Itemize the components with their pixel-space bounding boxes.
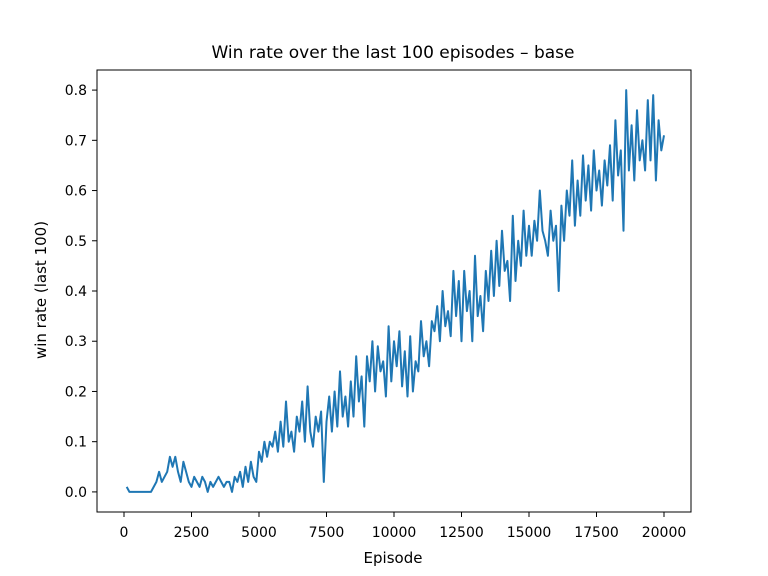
x-tick-label: 5000 xyxy=(241,525,277,541)
x-tick-label: 7500 xyxy=(309,525,345,541)
y-tick-label: 0.6 xyxy=(65,184,87,200)
plot-area xyxy=(125,89,665,493)
x-axis-ticks: 0 2500 5000 7500 10000 12500 15000 17500 20000 xyxy=(120,512,687,541)
y-axis-ticks: 0.0 0.1 0.2 0.3 0.4 0.5 0.6 0.7 0.8 xyxy=(65,83,97,501)
y-tick-label: 0.1 xyxy=(65,435,87,451)
y-tick-label: 0.8 xyxy=(65,83,87,99)
x-tick-label: 0 xyxy=(120,525,129,541)
x-tick-label: 10000 xyxy=(372,525,417,541)
x-tick-label: 2500 xyxy=(174,525,210,541)
y-tick-label: 0.4 xyxy=(65,284,87,300)
x-tick-label: 17500 xyxy=(574,525,619,541)
x-tick-label: 15000 xyxy=(507,525,552,541)
series-line-win-rate xyxy=(125,89,665,493)
y-tick-label: 0.0 xyxy=(65,485,87,501)
x-tick-label: 20000 xyxy=(642,525,687,541)
y-tick-label: 0.3 xyxy=(65,334,87,350)
y-tick-label: 0.2 xyxy=(65,384,87,400)
x-tick-label: 12500 xyxy=(439,525,484,541)
chart-title: Win rate over the last 100 episodes – ba… xyxy=(212,43,575,63)
y-tick-label: 0.5 xyxy=(65,234,87,250)
x-axis-label: Episode xyxy=(364,549,423,567)
y-tick-label: 0.7 xyxy=(65,133,87,149)
y-axis-label: win rate (last 100) xyxy=(32,221,50,359)
